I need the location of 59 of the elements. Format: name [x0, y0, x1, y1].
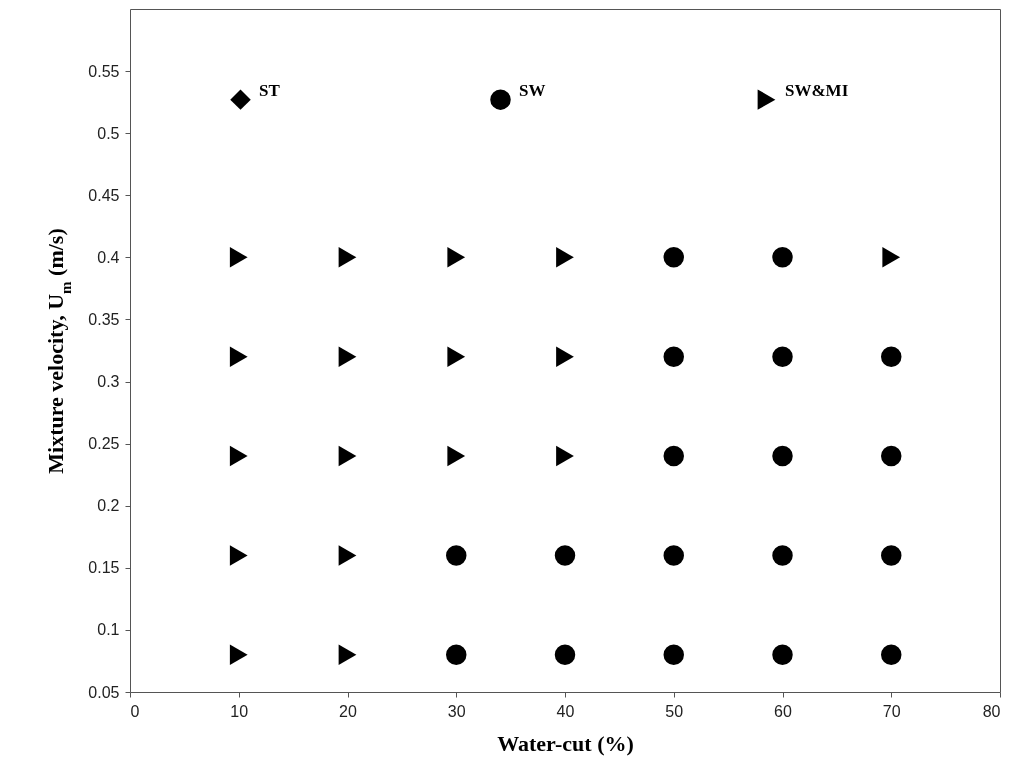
point [446, 545, 467, 566]
x-tick-label: 30 [447, 702, 466, 720]
y-tick-label: 0.3 [97, 373, 120, 391]
x-tick-label: 40 [556, 702, 575, 720]
y-tick-label: 0.35 [88, 310, 120, 328]
y-tick-label: 0.1 [97, 621, 120, 639]
point [338, 644, 357, 665]
point [338, 247, 357, 268]
point [229, 247, 248, 268]
point [556, 247, 574, 268]
point [881, 644, 902, 665]
point [229, 644, 248, 665]
point [556, 346, 574, 367]
point [556, 445, 574, 467]
y-tick-label: 0.25 [88, 435, 120, 453]
point [663, 545, 684, 566]
point [663, 644, 684, 665]
point [772, 346, 793, 367]
point [338, 545, 357, 566]
x-tick-label: 0 [130, 702, 140, 720]
x-tick-label: 70 [882, 702, 901, 720]
point [772, 545, 793, 566]
point [882, 247, 901, 268]
point [338, 445, 357, 467]
y-tick-label: 0.5 [97, 124, 120, 142]
x-tick-label: 80 [982, 702, 1001, 720]
y-tick-label: 0.15 [88, 559, 120, 577]
point [447, 445, 466, 467]
y-tick-label: 0.55 [88, 62, 120, 80]
point [446, 644, 467, 665]
point [229, 346, 248, 367]
x-axis-title: Water-cut (%) [497, 730, 634, 756]
y-tick-label: 0.2 [97, 497, 120, 515]
point [229, 445, 248, 467]
x-tick-label: 50 [665, 702, 684, 720]
x-tick-label: 10 [230, 702, 249, 720]
point [772, 644, 793, 665]
point [663, 247, 684, 268]
point [881, 445, 902, 467]
point [338, 346, 357, 367]
legend-label: ST [259, 80, 281, 100]
point [663, 445, 684, 467]
point [772, 247, 793, 268]
legend-label: SW&MI [785, 80, 849, 100]
y-tick-label: 0.45 [88, 186, 120, 204]
x-tick-label: 60 [774, 702, 792, 720]
point [772, 445, 793, 467]
point [663, 346, 684, 367]
y-tick-label: 0.4 [97, 248, 120, 266]
legend-label: SW [519, 80, 546, 100]
point [447, 247, 466, 268]
point [554, 545, 576, 566]
point [554, 644, 576, 665]
point [881, 346, 902, 367]
y-tick-label: 0.05 [88, 683, 120, 701]
x-tick-label: 20 [339, 702, 357, 720]
point [447, 346, 466, 367]
point [881, 545, 902, 566]
point [229, 545, 248, 566]
